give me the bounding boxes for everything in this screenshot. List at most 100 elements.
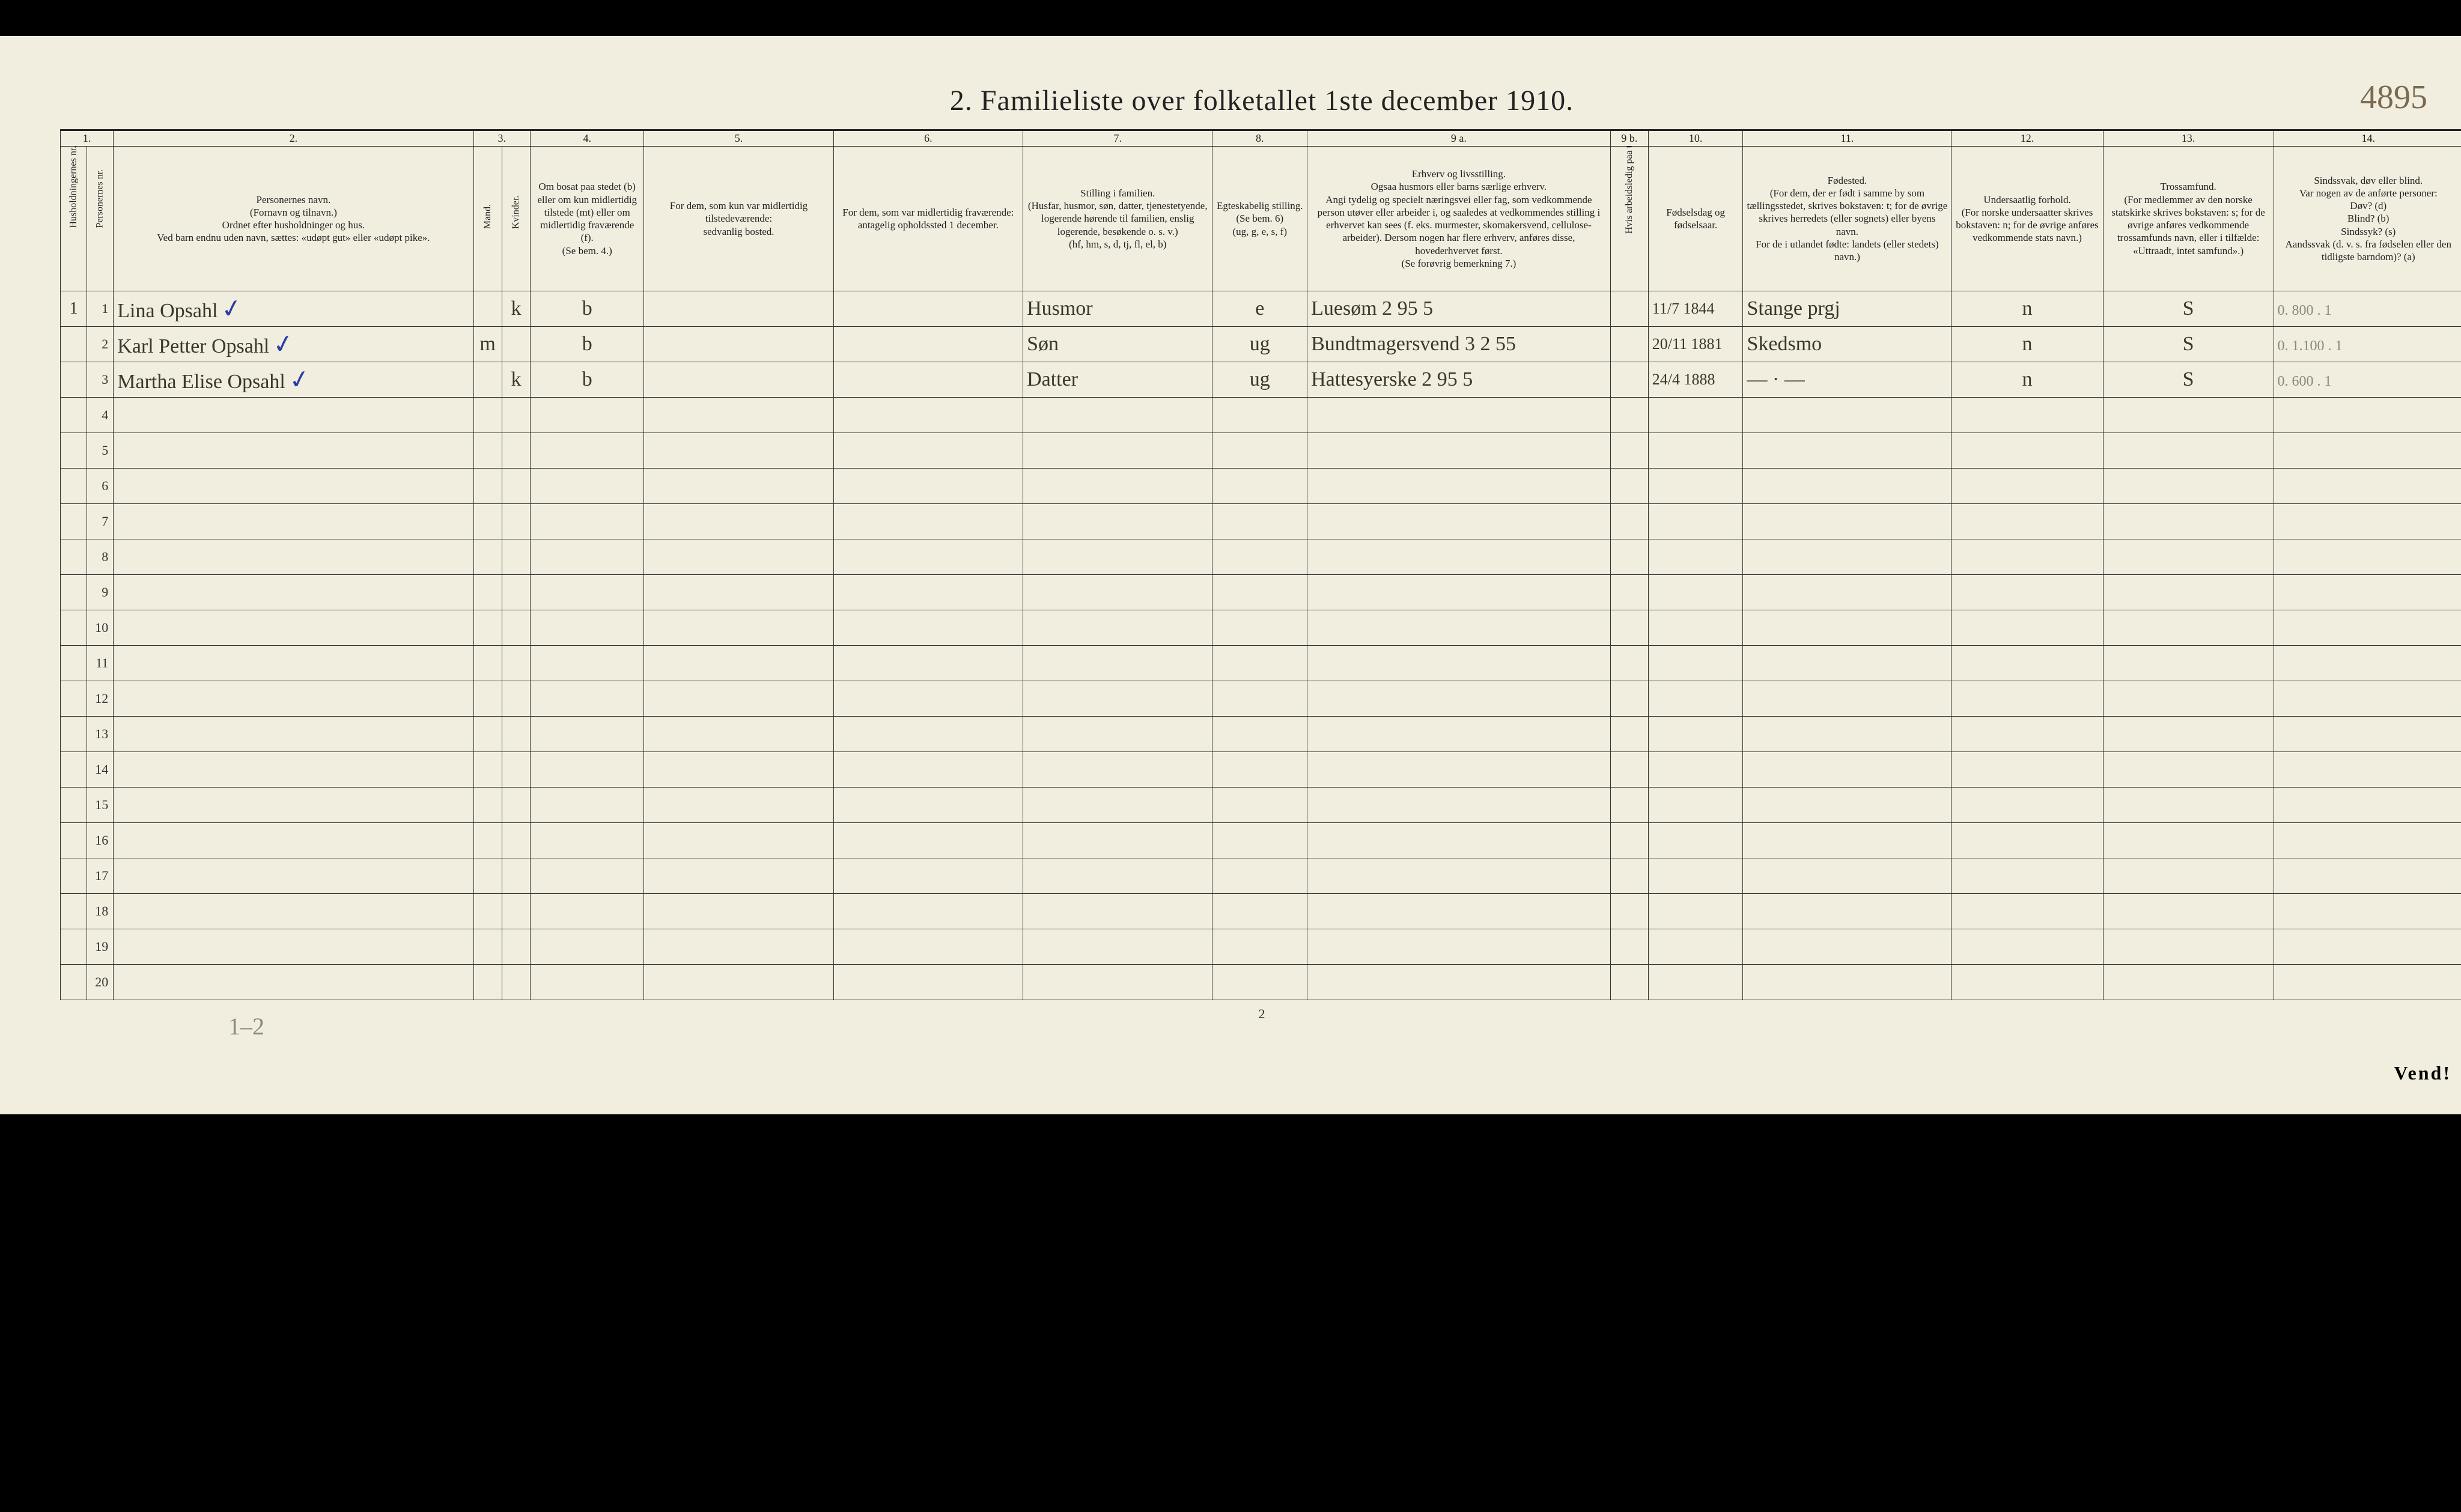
cell-birthplace xyxy=(1743,788,1951,823)
cell-sex-k xyxy=(502,610,530,646)
cell-c6 xyxy=(833,291,1023,327)
cell-subject xyxy=(1951,929,2103,965)
colnum-11: 11. xyxy=(1743,130,1951,147)
cell-name xyxy=(114,717,473,752)
cell-c14 xyxy=(2274,539,2461,575)
cell-sex-m xyxy=(473,539,502,575)
cell-sex-m xyxy=(473,929,502,965)
column-number-row: 1. 2. 3. 4. 5. 6. 7. 8. 9 a. 9 b. 10. 11… xyxy=(61,130,2461,147)
cell-person-nr: 3 xyxy=(87,362,114,398)
cell-birth: 20/11 1881 xyxy=(1648,327,1743,362)
cell-faith: S xyxy=(2103,362,2274,398)
cell-c5 xyxy=(644,539,833,575)
table-row: 17 xyxy=(61,858,2461,894)
header-sex-k: Kvinder. xyxy=(502,147,530,291)
cell-c5 xyxy=(644,965,833,1000)
cell-marital xyxy=(1212,823,1307,858)
cell-occupation xyxy=(1307,433,1611,469)
cell-household xyxy=(61,823,87,858)
cell-residence xyxy=(531,646,644,681)
cell-c5 xyxy=(644,717,833,752)
colnum-4: 4. xyxy=(531,130,644,147)
cell-marital xyxy=(1212,965,1307,1000)
cell-birthplace xyxy=(1743,539,1951,575)
header-subject: Undersaatlig forhold. (For norske unders… xyxy=(1951,147,2103,291)
cell-faith xyxy=(2103,717,2274,752)
cell-c5 xyxy=(644,823,833,858)
cell-sex-k xyxy=(502,433,530,469)
cell-c9b xyxy=(1610,433,1648,469)
cell-sex-m xyxy=(473,291,502,327)
cell-subject xyxy=(1951,646,2103,681)
cell-marital: ug xyxy=(1212,362,1307,398)
cell-household xyxy=(61,362,87,398)
cell-subject xyxy=(1951,433,2103,469)
cell-birthplace xyxy=(1743,823,1951,858)
cell-subject xyxy=(1951,575,2103,610)
cell-household xyxy=(61,681,87,717)
cell-c9b xyxy=(1610,965,1648,1000)
cell-occupation: Luesøm 2 95 5 xyxy=(1307,291,1611,327)
table-row: 4 xyxy=(61,398,2461,433)
cell-sex-k xyxy=(502,398,530,433)
cell-person-nr: 20 xyxy=(87,965,114,1000)
cell-household xyxy=(61,717,87,752)
cell-person-nr: 11 xyxy=(87,646,114,681)
cell-c5 xyxy=(644,327,833,362)
cell-marital xyxy=(1212,752,1307,788)
cell-person-nr: 14 xyxy=(87,752,114,788)
cell-marital xyxy=(1212,610,1307,646)
cell-c6 xyxy=(833,504,1023,539)
corner-page-number: 4895 xyxy=(2360,78,2427,117)
cell-name xyxy=(114,610,473,646)
cell-c6 xyxy=(833,398,1023,433)
cell-subject: n xyxy=(1951,362,2103,398)
cell-sex-m xyxy=(473,823,502,858)
cell-subject xyxy=(1951,398,2103,433)
cell-person-nr: 16 xyxy=(87,823,114,858)
colnum-2: 2. xyxy=(114,130,473,147)
check-icon: ✓ xyxy=(287,363,312,396)
cell-occupation xyxy=(1307,504,1611,539)
cell-family-pos xyxy=(1023,504,1212,539)
cell-marital xyxy=(1212,539,1307,575)
cell-occupation xyxy=(1307,752,1611,788)
cell-c5 xyxy=(644,788,833,823)
cell-birthplace xyxy=(1743,646,1951,681)
cell-c14 xyxy=(2274,504,2461,539)
cell-household xyxy=(61,752,87,788)
cell-c9b xyxy=(1610,504,1648,539)
cell-household xyxy=(61,469,87,504)
colnum-13: 13. xyxy=(2103,130,2274,147)
cell-birthplace xyxy=(1743,398,1951,433)
cell-birth xyxy=(1648,504,1743,539)
cell-faith xyxy=(2103,398,2274,433)
cell-residence xyxy=(531,788,644,823)
cell-subject xyxy=(1951,504,2103,539)
cell-faith xyxy=(2103,965,2274,1000)
header-unemployed: Hvis arbeidsledig paa tællingstiden sætt… xyxy=(1610,147,1648,291)
colnum-5: 5. xyxy=(644,130,833,147)
cell-residence: b xyxy=(531,362,644,398)
table-row: 8 xyxy=(61,539,2461,575)
cell-sex-m xyxy=(473,752,502,788)
vend-note: Vend! xyxy=(2394,1062,2451,1084)
cell-birthplace: — · — xyxy=(1743,362,1951,398)
table-row: 3 Martha Elise Opsahl✓ k b Datter ug Hat… xyxy=(61,362,2461,398)
cell-sex-m xyxy=(473,894,502,929)
cell-occupation xyxy=(1307,788,1611,823)
header-household-nr: Husholdningernes nr. xyxy=(61,147,87,291)
cell-sex-m xyxy=(473,646,502,681)
header-family-position: Stilling i familien. (Husfar, husmor, sø… xyxy=(1023,147,1212,291)
census-table: 1. 2. 3. 4. 5. 6. 7. 8. 9 a. 9 b. 10. 11… xyxy=(60,129,2461,1000)
cell-name: Lina Opsahl✓ xyxy=(114,291,473,327)
cell-name xyxy=(114,788,473,823)
cell-birthplace xyxy=(1743,858,1951,894)
cell-name xyxy=(114,894,473,929)
cell-birthplace xyxy=(1743,610,1951,646)
cell-sex-m xyxy=(473,681,502,717)
cell-birth xyxy=(1648,681,1743,717)
cell-family-pos xyxy=(1023,717,1212,752)
cell-occupation xyxy=(1307,929,1611,965)
cell-occupation xyxy=(1307,894,1611,929)
